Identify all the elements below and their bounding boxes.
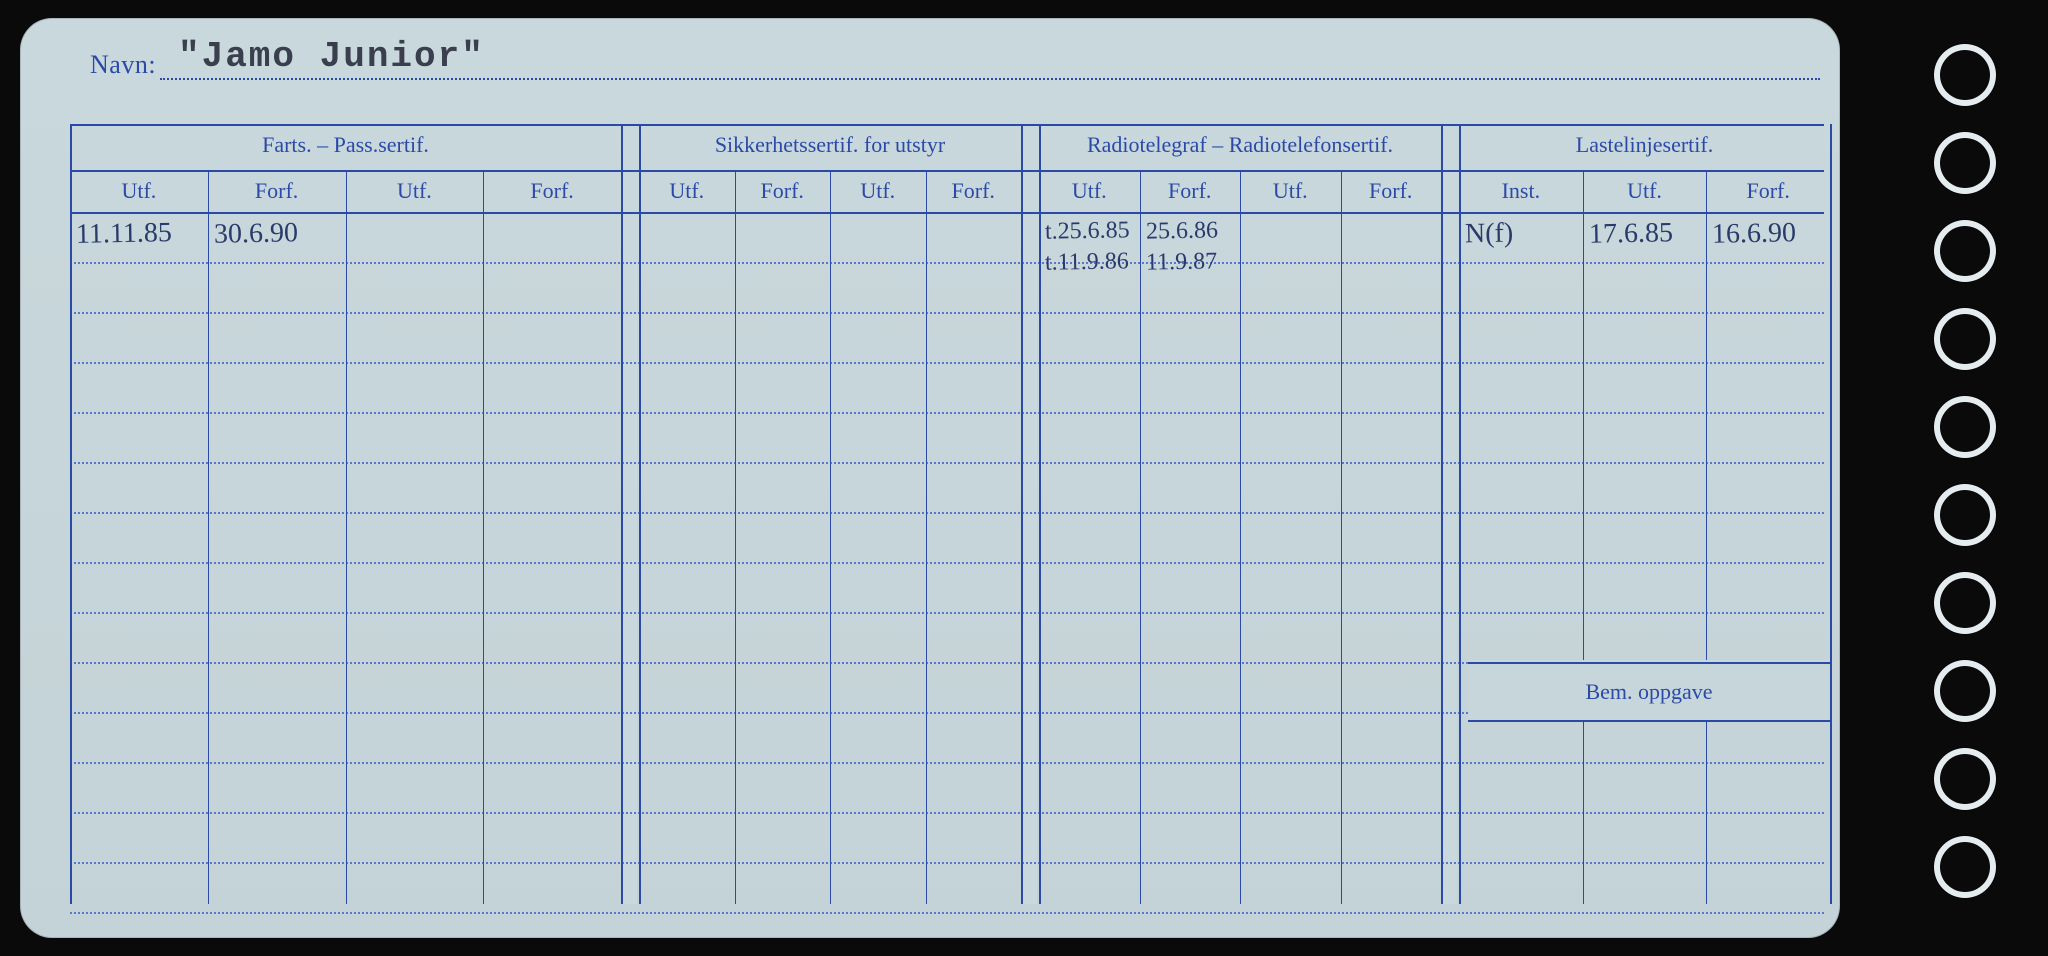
rule-row-11 — [70, 762, 1824, 764]
rule-row-4 — [70, 412, 1824, 414]
group-gap — [1023, 124, 1037, 904]
subheader-farts-forf: Forf. — [208, 170, 346, 212]
vline-radio-forf — [1140, 170, 1141, 904]
rule-row-12 — [70, 812, 1824, 814]
rule-top — [70, 124, 1824, 126]
subheader-farts-utf: Utf. — [70, 170, 208, 212]
vline-sikkerhet-forf — [735, 170, 736, 904]
entry-radio-forf-r0: 25.6.86 — [1145, 217, 1217, 245]
entry-farts-utf-r0: 11.11.85 — [76, 217, 172, 251]
group-gap — [623, 124, 637, 904]
rule-row-7 — [70, 562, 1824, 564]
entry-radio-utf-r1: t.11.9.86 — [1045, 248, 1129, 276]
binder-hole — [1934, 748, 1996, 810]
rule-row-6 — [70, 512, 1824, 514]
subheader-radio-forf2: Forf. — [1341, 170, 1442, 212]
subheader-laste-inst: Inst. — [1459, 170, 1583, 212]
rule-row-1 — [70, 262, 1824, 264]
binder-hole — [1934, 396, 1996, 458]
binder-hole — [1934, 132, 1996, 194]
vline-radio-utf2 — [1240, 170, 1241, 904]
certificate-grid: Farts. – Pass.sertif.Utf.Forf.Utf.Forf.S… — [70, 124, 1824, 904]
group-header-laste: Lastelinjesertif. — [1459, 132, 1830, 158]
vline-group-start — [70, 124, 72, 904]
binder-hole — [1934, 660, 1996, 722]
card-inner: Navn: "Jamo Junior" Farts. – Pass.sertif… — [50, 32, 1830, 924]
vline-farts-forf — [208, 170, 209, 904]
navn-value: "Jamo Junior" — [178, 36, 485, 77]
binder-hole — [1934, 308, 1996, 370]
subheader-sikkerhet-forf: Forf. — [735, 170, 831, 212]
vline-farts-utf2 — [346, 170, 347, 904]
navn-underline — [160, 78, 1820, 80]
vline-laste-forf — [1706, 170, 1707, 904]
vline-sikkerhet-utf2 — [830, 170, 831, 904]
vline-group-end — [1830, 124, 1832, 904]
rule-row-8 — [70, 612, 1824, 614]
group-header-sikkerhet: Sikkerhetssertif. for utstyr — [639, 132, 1021, 158]
navn-row: Navn: "Jamo Junior" — [50, 44, 1830, 108]
vline-farts-forf2 — [483, 170, 484, 904]
rule-row-3 — [70, 362, 1824, 364]
subheader-laste-utf: Utf. — [1583, 170, 1707, 212]
subheader-radio-utf: Utf. — [1039, 170, 1140, 212]
vline-sikkerhet-forf2 — [926, 170, 927, 904]
group-gap — [1443, 124, 1457, 904]
entry-laste-utf-r0: 17.6.85 — [1588, 217, 1673, 250]
binder-holes — [1934, 44, 2004, 912]
subheader-radio-utf2: Utf. — [1240, 170, 1341, 212]
navn-label: Navn: — [90, 50, 156, 80]
binder-hole — [1934, 44, 1996, 106]
entry-radio-utf-r0: t.25.6.85 — [1045, 217, 1130, 245]
rule-row-13 — [70, 862, 1824, 864]
rule-row-14 — [70, 912, 1824, 914]
entry-radio-forf-r1: 11.9.87 — [1145, 248, 1217, 276]
rule-sub — [70, 212, 1824, 214]
binder-hole — [1934, 836, 1996, 898]
subheader-farts-forf2: Forf. — [483, 170, 621, 212]
subheader-farts-utf2: Utf. — [346, 170, 484, 212]
vline-group-1-l — [639, 124, 641, 904]
rule-row-5 — [70, 462, 1824, 464]
vline-radio-forf2 — [1341, 170, 1342, 904]
group-header-radio: Radiotelegraf – Radiotelefonsertif. — [1039, 132, 1441, 158]
subheader-sikkerhet-utf2: Utf. — [830, 170, 926, 212]
entry-laste-inst-r0: N(f) — [1465, 218, 1514, 251]
vline-laste-utf — [1583, 170, 1584, 904]
binder-hole — [1934, 572, 1996, 634]
rule-row-2 — [70, 312, 1824, 314]
binder-hole — [1934, 220, 1996, 282]
group-header-farts: Farts. – Pass.sertif. — [70, 132, 621, 158]
subheader-laste-forf: Forf. — [1706, 170, 1830, 212]
entry-farts-forf-r0: 30.6.90 — [213, 217, 298, 250]
subheader-sikkerhet-utf: Utf. — [639, 170, 735, 212]
vline-group-3-l — [1459, 124, 1461, 904]
bem-oppgave-box: Bem. oppgave — [1468, 662, 1830, 722]
record-card: Navn: "Jamo Junior" Farts. – Pass.sertif… — [20, 18, 1840, 938]
subheader-sikkerhet-forf2: Forf. — [926, 170, 1022, 212]
binder-hole — [1934, 484, 1996, 546]
entry-laste-forf-r0: 16.6.90 — [1712, 217, 1797, 250]
vline-group-2-l — [1039, 124, 1041, 904]
subheader-radio-forf: Forf. — [1140, 170, 1241, 212]
